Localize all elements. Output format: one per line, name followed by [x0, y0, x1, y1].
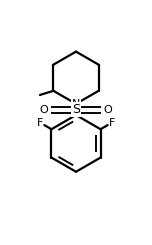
Text: O: O	[104, 105, 112, 115]
Text: S: S	[72, 103, 80, 116]
Text: O: O	[40, 105, 48, 115]
Text: F: F	[109, 118, 115, 127]
Text: N: N	[72, 99, 80, 109]
Text: F: F	[37, 118, 43, 127]
